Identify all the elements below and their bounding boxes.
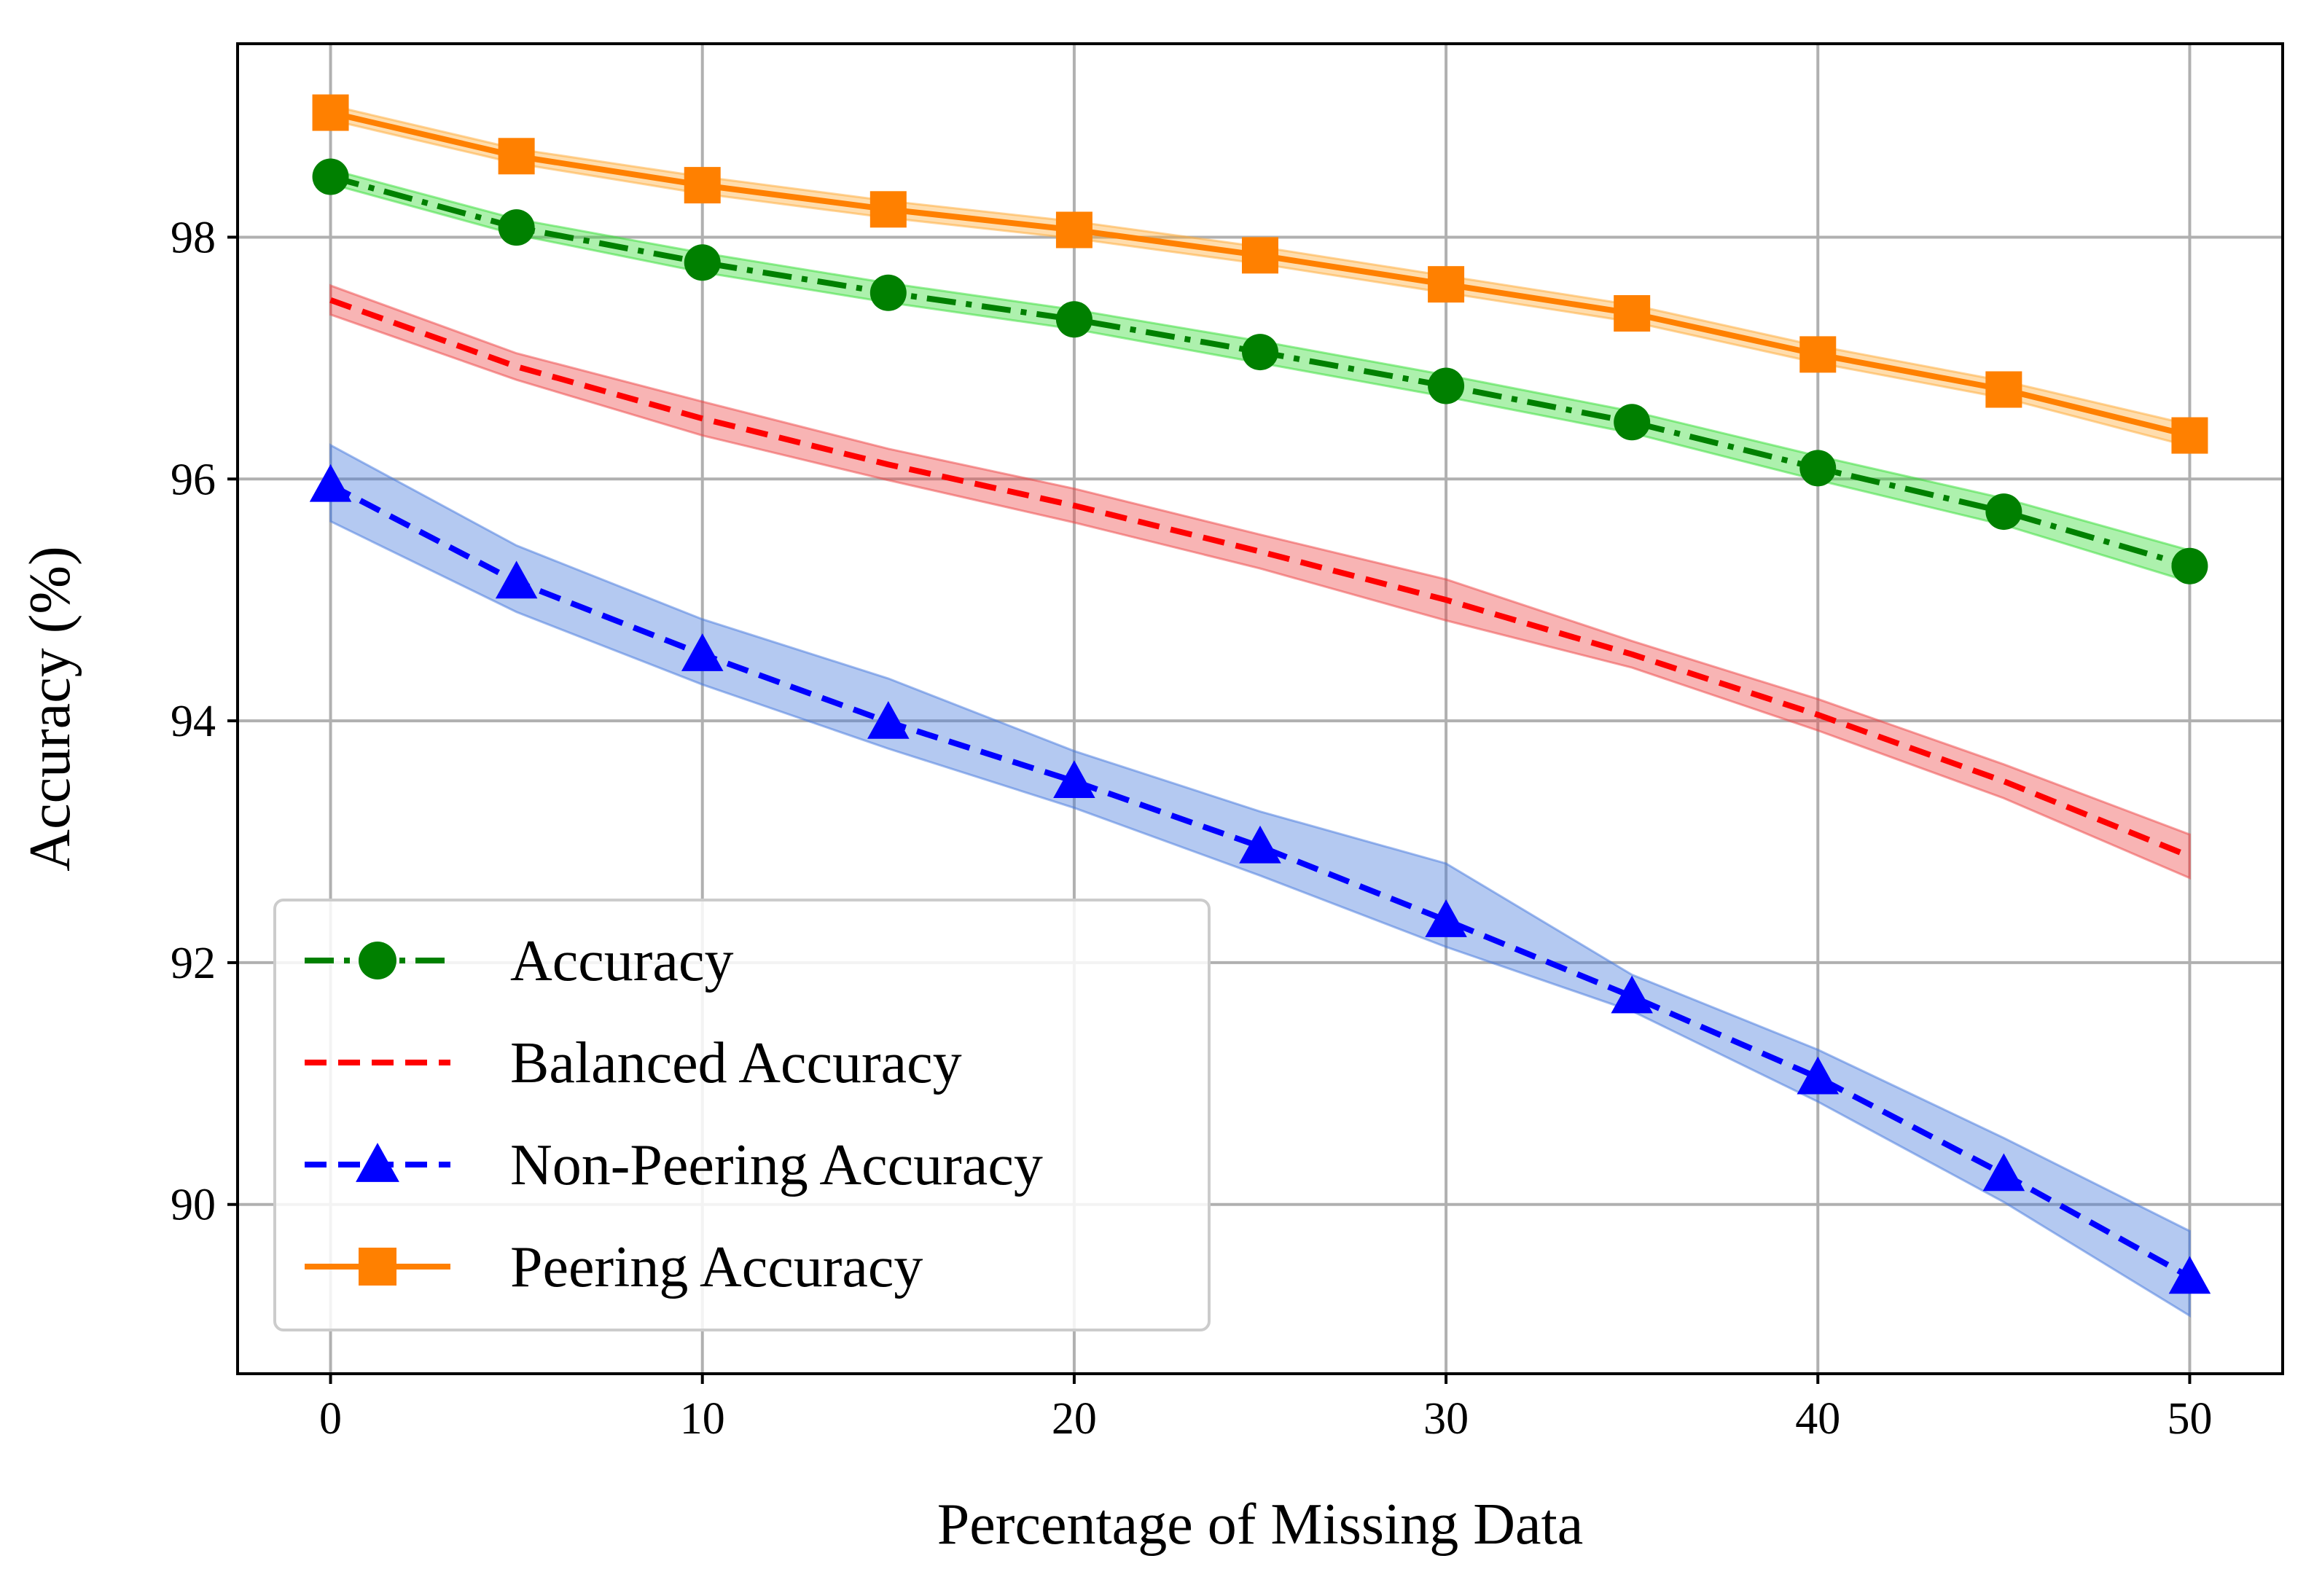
non-peering-accuracy-point [867, 701, 910, 739]
accuracy-point [2171, 547, 2208, 584]
legend-label-peering-accuracy: Peering Accuracy [510, 1235, 923, 1299]
accuracy-point [498, 209, 535, 246]
non-peering-accuracy-point [1797, 1056, 1840, 1095]
x-tick-label: 50 [2167, 1394, 2212, 1444]
accuracy-point [1614, 404, 1651, 441]
legend-marker-accuracy [359, 942, 396, 979]
legend: Accuracy Balanced Accuracy Non-Peering Acc… [273, 899, 1211, 1331]
series-markers [309, 94, 2211, 1294]
peering-accuracy-point [1614, 294, 1651, 332]
peering-accuracy-point [312, 94, 349, 131]
accuracy-point [312, 158, 349, 195]
non-peering-accuracy-point [1611, 975, 1653, 1014]
y-tick-label: 90 [171, 1181, 216, 1230]
y-axis-label: Accuracy (%) [18, 546, 82, 871]
non-peering-accuracy-point [2168, 1256, 2211, 1294]
non-peering-accuracy-point [309, 463, 352, 502]
plot-frame [236, 42, 2284, 1375]
peering-accuracy-point [498, 138, 535, 175]
non-peering-accuracy-point [1425, 899, 1467, 937]
x-tick-label: 40 [1795, 1394, 1840, 1444]
legend-label-balanced-accuracy: Balanced Accuracy [510, 1031, 962, 1095]
y-tick-label: 96 [171, 455, 216, 504]
accuracy-point [869, 274, 907, 311]
non-peering-accuracy-point [1239, 825, 1281, 864]
axis-ticks: 0 10 20 30 40 50 90 92 94 96 98 [171, 213, 2212, 1444]
y-tick-label: 92 [171, 939, 216, 988]
peering-accuracy-point [2171, 417, 2208, 454]
peering-accuracy-point [1055, 211, 1092, 249]
y-tick-label: 98 [171, 213, 216, 262]
non-peering-accuracy-point [681, 633, 724, 671]
x-tick-label: 10 [680, 1394, 725, 1444]
accuracy-point [684, 244, 721, 281]
legend-label-accuracy: Accuracy [510, 929, 733, 993]
accuracy-point [1055, 301, 1092, 338]
x-tick-label: 0 [319, 1394, 342, 1444]
peering-accuracy-point [869, 191, 907, 228]
peering-accuracy-point [1428, 266, 1465, 303]
legend-box [273, 899, 1211, 1331]
non-peering-accuracy-point [1053, 760, 1095, 799]
x-axis-label: Percentage of Missing Data [937, 1493, 1583, 1557]
non-peering-accuracy-band [329, 443, 2191, 1318]
peering-accuracy-point [684, 167, 721, 204]
peering-accuracy-point [1799, 336, 1837, 373]
accuracy-point [1799, 450, 1837, 487]
accuracy-point [1242, 334, 1278, 371]
balanced-accuracy-line [329, 297, 2191, 859]
legend-marker-non-peering-accuracy [356, 1143, 399, 1182]
accuracy-point [1428, 367, 1465, 404]
peering-accuracy-point [1242, 237, 1278, 274]
balanced-accuracy-band [329, 283, 2191, 880]
confidence-bands [329, 103, 2191, 1318]
non-peering-accuracy-point [1982, 1153, 2025, 1192]
legend-label-non-peering-accuracy: Non-Peering Accuracy [510, 1133, 1043, 1197]
x-tick-label: 30 [1423, 1394, 1469, 1444]
non-peering-accuracy-point [495, 560, 538, 599]
y-tick-label: 94 [171, 697, 216, 746]
accuracy-point [1985, 493, 2022, 531]
non-peering-accuracy-line [329, 482, 2192, 1280]
legend-marker-peering-accuracy [359, 1248, 396, 1286]
peering-accuracy-point [1985, 371, 2022, 408]
x-tick-label: 20 [1052, 1394, 1097, 1444]
